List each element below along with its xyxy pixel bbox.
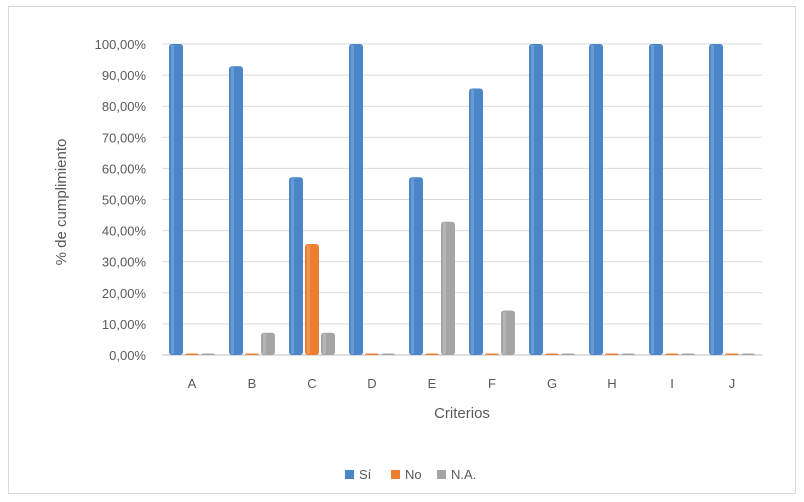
bar-highlight: [171, 45, 174, 354]
bar-no-h: [605, 353, 619, 355]
y-axis-label: % de cumplimiento: [53, 139, 70, 266]
x-tick-label: A: [188, 376, 197, 391]
bar-s-i: [649, 44, 663, 355]
y-tick-label: 80,00%: [102, 99, 147, 114]
legend-label: N.A.: [451, 467, 476, 482]
bar-no-c: [305, 243, 319, 355]
bar-s-e: [409, 177, 423, 355]
bar-highlight: [503, 311, 506, 354]
y-tick-label: 30,00%: [102, 255, 147, 270]
bar-na-h: [621, 353, 635, 355]
y-tick-label: 70,00%: [102, 130, 147, 145]
y-tick-label: 90,00%: [102, 68, 147, 83]
y-tick-label: 0,00%: [109, 348, 146, 363]
bar-na-j: [741, 353, 755, 355]
bar-highlight: [323, 333, 326, 354]
bar-na-b: [261, 332, 275, 355]
legend-swatch: [437, 470, 446, 479]
chart-frame: [8, 6, 796, 494]
bar-no-b: [245, 353, 259, 355]
legend-label: No: [405, 467, 422, 482]
y-tick-label: 100,00%: [95, 37, 147, 52]
x-axis-label: Criterios: [434, 405, 490, 422]
y-tick-label: 50,00%: [102, 193, 147, 208]
bar-no-a: [185, 353, 199, 355]
bar-no-i: [665, 353, 679, 355]
bar-highlight: [531, 45, 534, 354]
bar-highlight: [591, 45, 594, 354]
bar-no-f: [485, 353, 499, 355]
y-tick-label: 20,00%: [102, 286, 147, 301]
bar-s-d: [349, 44, 363, 355]
bar-highlight: [711, 45, 714, 354]
x-tick-label: E: [428, 376, 437, 391]
bar-highlight: [263, 333, 266, 354]
x-tick-label: D: [367, 376, 376, 391]
bar-highlight: [471, 89, 474, 355]
bar-highlight: [411, 178, 414, 354]
bar-s-c: [289, 177, 303, 355]
x-tick-label: H: [607, 376, 616, 391]
legend-swatch: [391, 470, 400, 479]
bar-highlight: [443, 222, 446, 354]
bar-na-g: [561, 353, 575, 355]
bar-highlight: [307, 244, 310, 354]
bar-highlight: [291, 178, 294, 354]
bar-na-e: [441, 221, 455, 355]
y-tick-label: 40,00%: [102, 224, 147, 239]
bar-na-c: [321, 332, 335, 355]
x-tick-label: J: [729, 376, 736, 391]
x-tick-label: G: [547, 376, 557, 391]
bar-s-g: [529, 44, 543, 355]
bar-na-d: [381, 353, 395, 355]
bar-na-i: [681, 353, 695, 355]
bar-na-a: [201, 353, 215, 355]
bar-no-e: [425, 353, 439, 355]
legend-swatch: [345, 470, 354, 479]
y-tick-label: 10,00%: [102, 317, 147, 332]
gridlines: [162, 43, 762, 356]
bar-highlight: [351, 45, 354, 354]
bar-no-j: [725, 353, 739, 355]
bars: [169, 44, 755, 356]
bar-highlight: [231, 67, 234, 355]
y-axis-ticks: 0,00% 10,00% 20,00% 30,00% 40,00% 50,00% 60,00…: [95, 37, 147, 363]
x-tick-label: B: [248, 376, 257, 391]
bar-no-g: [545, 353, 559, 355]
bar-na-f: [501, 310, 515, 355]
bar-s-j: [709, 44, 723, 355]
bar-no-d: [365, 353, 379, 355]
x-tick-label: C: [307, 376, 316, 391]
bar-highlight: [651, 45, 654, 354]
y-tick-label: 60,00%: [102, 161, 147, 176]
legend: Sí No N.A.: [345, 467, 476, 482]
bar-s-h: [589, 44, 603, 355]
bar-s-b: [229, 66, 243, 356]
bar-s-a: [169, 44, 183, 355]
x-axis-ticks: A B C D E F G H I J: [188, 376, 736, 391]
x-tick-label: F: [488, 376, 496, 391]
x-tick-label: I: [670, 376, 674, 391]
legend-label: Sí: [359, 467, 372, 482]
bar-s-f: [469, 88, 483, 356]
